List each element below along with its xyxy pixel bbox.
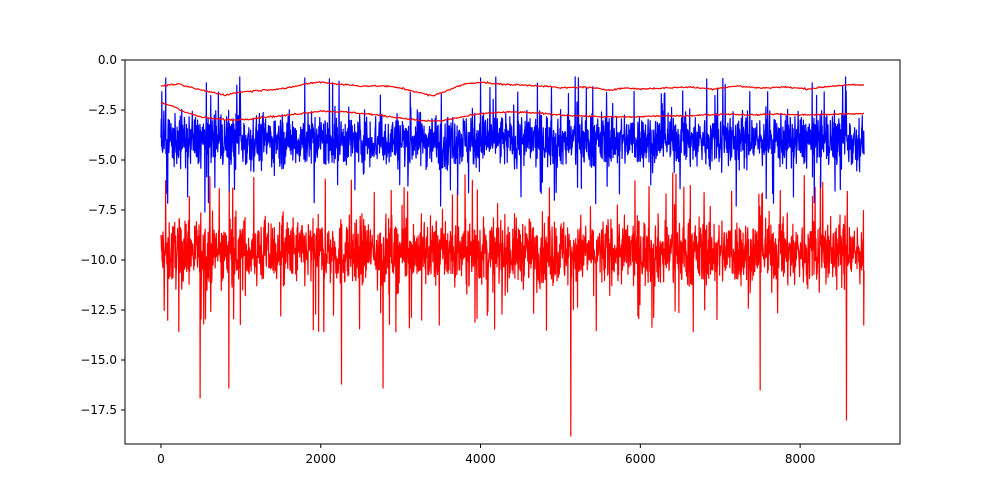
- x-axis: 0 2000 4000 6000 8000: [157, 444, 815, 466]
- y-tick-label: 0.0: [98, 53, 117, 67]
- x-tick-label: 0: [157, 452, 165, 466]
- x-tick-label: 4000: [465, 452, 496, 466]
- series-2-line: [160, 80, 865, 97]
- series-3-line: [160, 102, 865, 122]
- x-tick-label: 6000: [625, 452, 656, 466]
- y-tick-label: −10.0: [80, 253, 117, 267]
- y-tick-label: −2.5: [88, 103, 117, 117]
- x-tick-label: 8000: [785, 452, 816, 466]
- y-tick-label: −12.5: [80, 303, 117, 317]
- series-layer: [160, 76, 865, 437]
- plot-frame: [124, 59, 901, 445]
- y-axis: 0.0 −2.5 −5.0 −7.5 −10.0 −12.5 −15.0 −17.5: [80, 53, 125, 417]
- y-tick-label: −5.0: [88, 153, 117, 167]
- y-tick-label: −7.5: [88, 203, 117, 217]
- y-tick-label: −17.5: [80, 403, 117, 417]
- series-1-line: [160, 76, 865, 213]
- series-0-line: [160, 172, 865, 437]
- y-tick-label: −15.0: [80, 353, 117, 367]
- x-tick-label: 2000: [305, 452, 336, 466]
